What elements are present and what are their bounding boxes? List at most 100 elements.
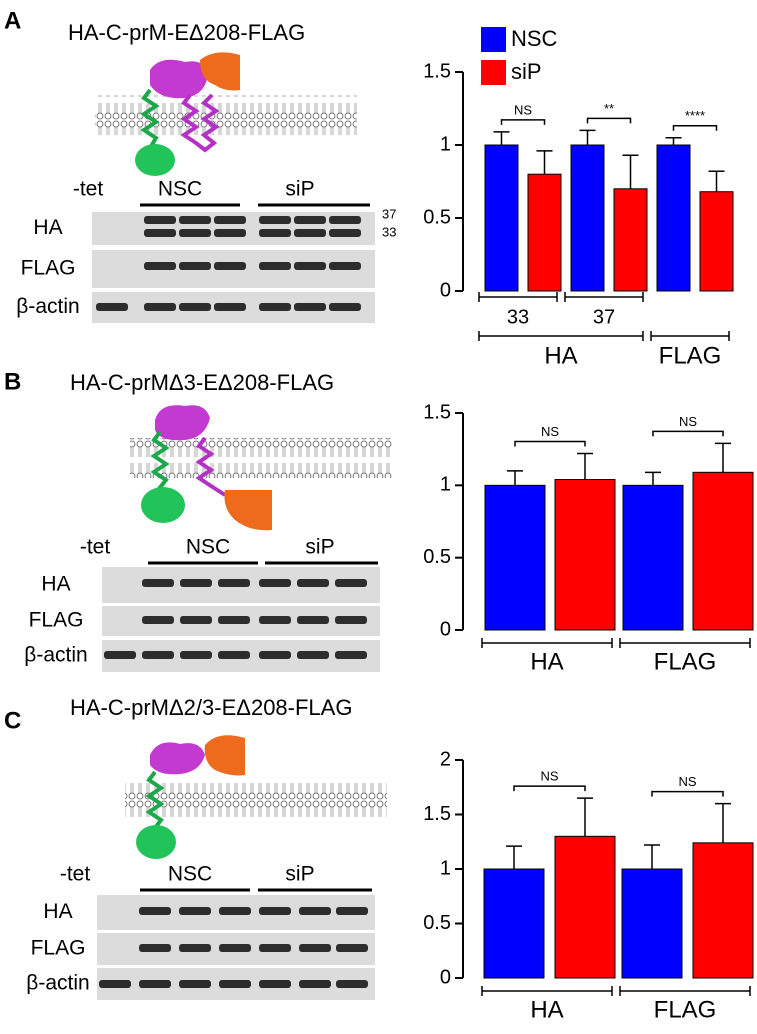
category-bracket bbox=[481, 986, 613, 996]
significance-bracket bbox=[500, 119, 546, 125]
blot-band bbox=[329, 303, 361, 311]
blot-band bbox=[259, 303, 291, 311]
bar bbox=[570, 144, 605, 292]
y-tick-label: 0.5 bbox=[423, 912, 451, 934]
blot-band bbox=[214, 262, 246, 270]
blot-band bbox=[335, 651, 367, 659]
significance-bracket bbox=[514, 440, 586, 447]
significance-label: NS bbox=[514, 102, 532, 117]
blot-row-label: β-actin bbox=[26, 972, 89, 995]
group-label: FLAG bbox=[659, 342, 722, 369]
blot-band bbox=[144, 262, 176, 270]
category-bracket bbox=[619, 986, 751, 996]
blot-band bbox=[329, 216, 361, 224]
bar bbox=[692, 471, 754, 631]
y-tick-label: 1.5 bbox=[423, 803, 451, 825]
construct-title: HA-C-prMΔ2/3-EΔ208-FLAG bbox=[70, 695, 352, 720]
y-tick-label: 0.5 bbox=[423, 206, 451, 228]
blot-band bbox=[96, 303, 128, 311]
blot-band bbox=[259, 980, 291, 988]
blot-band bbox=[297, 616, 329, 624]
blot-band bbox=[299, 944, 331, 952]
blot-band bbox=[294, 303, 326, 311]
blot-band bbox=[259, 579, 291, 587]
significance-bracket bbox=[672, 124, 718, 131]
significance-label: NS bbox=[679, 414, 697, 429]
blot-band bbox=[294, 216, 326, 224]
blot-band bbox=[179, 944, 211, 952]
blot-band bbox=[299, 907, 331, 915]
bar bbox=[692, 842, 754, 979]
legend-swatch bbox=[481, 60, 506, 85]
y-tick-label: 0 bbox=[440, 618, 451, 640]
error-bar bbox=[622, 154, 639, 189]
significance-bracket bbox=[652, 430, 724, 437]
error-bar bbox=[665, 136, 682, 145]
blot-band bbox=[214, 229, 246, 237]
error-bar bbox=[577, 452, 593, 480]
x-tick-label: FLAG bbox=[654, 648, 717, 675]
error-bar bbox=[577, 797, 593, 837]
category-bracket bbox=[564, 292, 644, 302]
legend-label: siP bbox=[511, 59, 542, 84]
y-tick-label: 1.5 bbox=[423, 401, 451, 423]
blot-row-label: FLAG bbox=[31, 937, 86, 960]
significance-bracket bbox=[651, 790, 724, 797]
blot-band bbox=[179, 216, 211, 224]
y-tick-label: 0 bbox=[440, 966, 451, 988]
category-bracket bbox=[481, 638, 613, 648]
blot-band bbox=[329, 262, 361, 270]
blot-band bbox=[139, 980, 171, 988]
panel-letter: C bbox=[4, 707, 21, 734]
y-tick-label: 1 bbox=[440, 857, 451, 879]
panel-letter: B bbox=[4, 368, 21, 395]
lane-header: NSC bbox=[186, 536, 230, 559]
bar bbox=[484, 484, 546, 631]
bar bbox=[484, 144, 519, 292]
membrane-diagram-a bbox=[95, 52, 357, 176]
lane-header: siP bbox=[305, 536, 334, 559]
blot-band bbox=[336, 944, 368, 952]
blot-band bbox=[297, 651, 329, 659]
lane-header: -tet bbox=[60, 863, 91, 886]
y-tick-label: 1 bbox=[440, 133, 451, 155]
bar bbox=[699, 191, 734, 292]
significance-label: ** bbox=[604, 101, 614, 116]
error-bar bbox=[715, 802, 731, 843]
lane-header: -tet bbox=[80, 536, 111, 559]
error-bar bbox=[536, 150, 553, 175]
membrane-diagram-c bbox=[125, 735, 387, 859]
y-tick-label: 0.5 bbox=[423, 546, 451, 568]
x-tick-label: HA bbox=[530, 996, 563, 1023]
lane-header: siP bbox=[285, 863, 314, 886]
blot-band bbox=[259, 651, 291, 659]
category-bracket bbox=[619, 638, 751, 648]
error-bar bbox=[715, 442, 731, 473]
error-bar bbox=[579, 129, 596, 145]
blot-band bbox=[336, 980, 368, 988]
blot-band bbox=[218, 616, 250, 624]
bar bbox=[656, 144, 691, 292]
blot-band bbox=[336, 907, 368, 915]
legend-label: NSC bbox=[511, 26, 558, 51]
bar bbox=[527, 173, 562, 292]
bar bbox=[554, 835, 616, 979]
blot-band bbox=[218, 651, 250, 659]
lane-header: -tet bbox=[73, 178, 104, 201]
blot-band bbox=[259, 229, 291, 237]
significance-label: NS bbox=[540, 769, 558, 784]
blot-band bbox=[142, 651, 174, 659]
lane-header: siP bbox=[285, 178, 314, 201]
x-tick-label: 37 bbox=[593, 306, 615, 328]
blot-band bbox=[219, 980, 251, 988]
blot-band bbox=[180, 651, 212, 659]
blot-band bbox=[142, 616, 174, 624]
size-marker: 33 bbox=[382, 224, 396, 239]
blot-band bbox=[219, 907, 251, 915]
blot-band bbox=[329, 229, 361, 237]
lane-header: NSC bbox=[168, 863, 212, 886]
lane-header: NSC bbox=[158, 178, 202, 201]
blot-row-label: β-actin bbox=[16, 295, 79, 318]
blot-band bbox=[218, 579, 250, 587]
category-bracket bbox=[478, 292, 558, 302]
